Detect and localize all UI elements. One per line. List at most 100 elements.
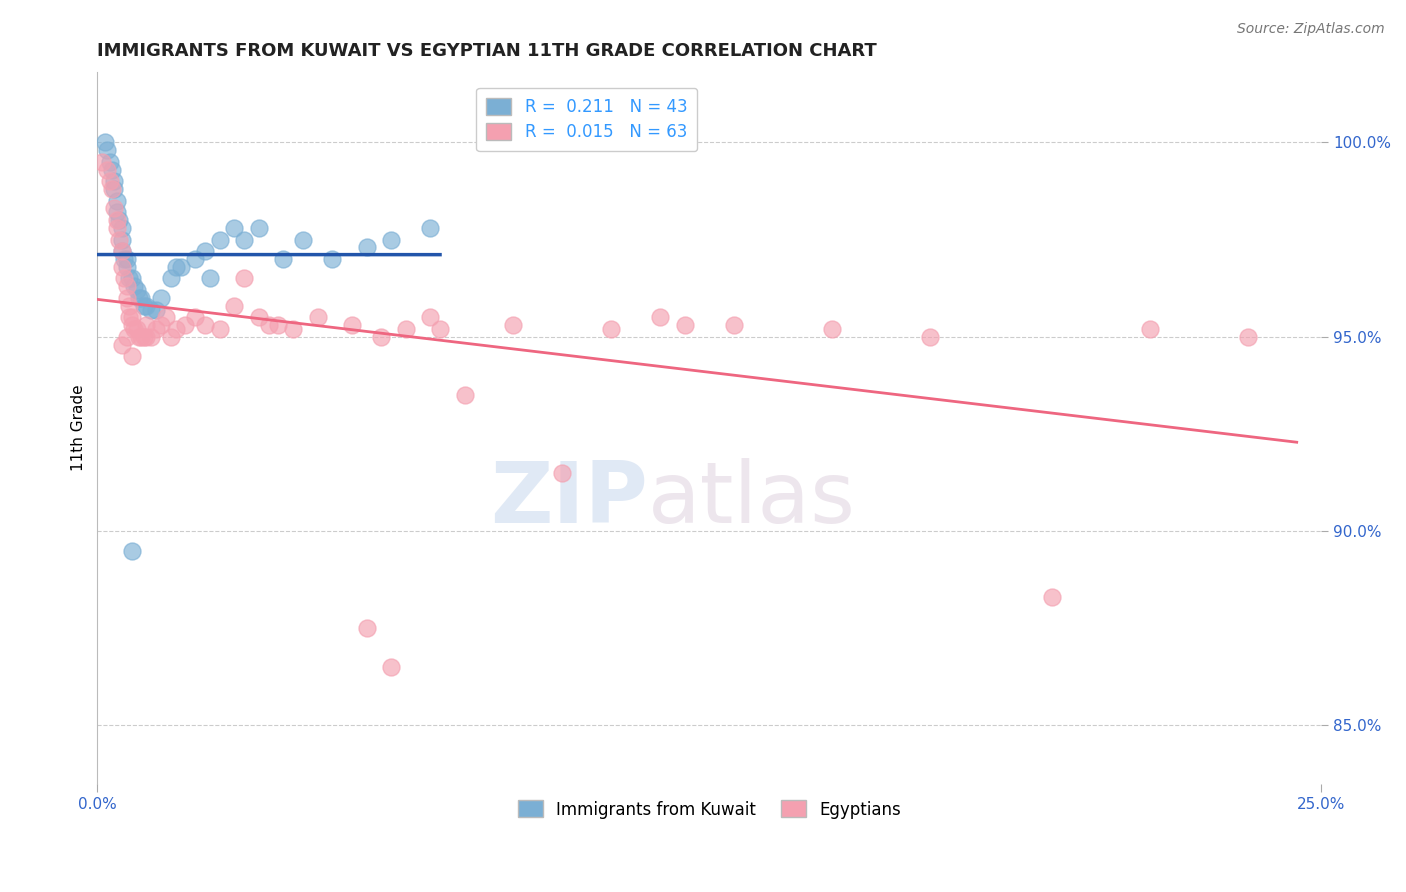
Point bbox=[267, 318, 290, 332]
Point bbox=[502, 318, 524, 332]
Point bbox=[224, 299, 246, 313]
Point bbox=[150, 318, 173, 332]
Point bbox=[101, 162, 124, 177]
Point bbox=[184, 252, 207, 266]
Point bbox=[145, 302, 167, 317]
Point bbox=[370, 330, 392, 344]
Point bbox=[208, 233, 231, 247]
Point bbox=[419, 220, 441, 235]
Point bbox=[105, 220, 128, 235]
Text: Source: ZipAtlas.com: Source: ZipAtlas.com bbox=[1237, 22, 1385, 37]
Point bbox=[111, 337, 134, 351]
Point bbox=[321, 252, 343, 266]
Point bbox=[1040, 590, 1063, 604]
Point bbox=[122, 322, 145, 336]
Point bbox=[155, 310, 177, 325]
Point bbox=[115, 260, 138, 274]
Point bbox=[101, 182, 124, 196]
Point bbox=[118, 310, 141, 325]
Point bbox=[96, 162, 118, 177]
Point bbox=[429, 322, 451, 336]
Point bbox=[115, 330, 138, 344]
Point bbox=[208, 322, 231, 336]
Point bbox=[128, 330, 150, 344]
Point bbox=[723, 318, 745, 332]
Point bbox=[174, 318, 197, 332]
Point bbox=[121, 271, 143, 285]
Point bbox=[291, 233, 314, 247]
Point bbox=[131, 330, 153, 344]
Point bbox=[184, 310, 207, 325]
Point bbox=[307, 310, 329, 325]
Point bbox=[395, 322, 418, 336]
Point bbox=[121, 543, 143, 558]
Text: atlas: atlas bbox=[648, 458, 856, 541]
Point bbox=[551, 466, 574, 480]
Point bbox=[150, 291, 173, 305]
Point bbox=[135, 299, 157, 313]
Point bbox=[165, 322, 187, 336]
Point bbox=[103, 182, 125, 196]
Point bbox=[91, 154, 114, 169]
Legend: Immigrants from Kuwait, Egyptians: Immigrants from Kuwait, Egyptians bbox=[510, 794, 908, 825]
Y-axis label: 11th Grade: 11th Grade bbox=[72, 384, 86, 471]
Point bbox=[111, 220, 134, 235]
Point bbox=[111, 244, 134, 259]
Point bbox=[118, 299, 141, 313]
Point bbox=[115, 252, 138, 266]
Point bbox=[380, 233, 402, 247]
Point bbox=[145, 322, 167, 336]
Point bbox=[257, 318, 280, 332]
Point bbox=[141, 302, 163, 317]
Point bbox=[419, 310, 441, 325]
Point bbox=[247, 310, 270, 325]
Point bbox=[380, 660, 402, 674]
Point bbox=[121, 349, 143, 363]
Point bbox=[224, 220, 246, 235]
Point bbox=[673, 318, 696, 332]
Point bbox=[121, 318, 143, 332]
Point bbox=[132, 299, 155, 313]
Point bbox=[1236, 330, 1258, 344]
Point bbox=[118, 271, 141, 285]
Point bbox=[821, 322, 844, 336]
Point bbox=[112, 271, 135, 285]
Point bbox=[98, 154, 121, 169]
Point bbox=[103, 174, 125, 188]
Point bbox=[247, 220, 270, 235]
Point bbox=[283, 322, 305, 336]
Point bbox=[135, 318, 157, 332]
Point bbox=[105, 213, 128, 227]
Point bbox=[141, 330, 163, 344]
Point bbox=[273, 252, 295, 266]
Point bbox=[108, 233, 131, 247]
Point bbox=[600, 322, 623, 336]
Point bbox=[453, 388, 475, 402]
Point bbox=[132, 330, 155, 344]
Point bbox=[115, 291, 138, 305]
Point bbox=[93, 136, 115, 150]
Point bbox=[650, 310, 672, 325]
Text: IMMIGRANTS FROM KUWAIT VS EGYPTIAN 11TH GRADE CORRELATION CHART: IMMIGRANTS FROM KUWAIT VS EGYPTIAN 11TH … bbox=[97, 42, 877, 60]
Point bbox=[128, 291, 150, 305]
Point bbox=[111, 233, 134, 247]
Point bbox=[1139, 322, 1161, 336]
Point bbox=[108, 213, 131, 227]
Text: ZIP: ZIP bbox=[491, 458, 648, 541]
Point bbox=[356, 621, 378, 635]
Point bbox=[125, 283, 148, 297]
Point bbox=[194, 318, 217, 332]
Point bbox=[103, 202, 125, 216]
Point bbox=[98, 174, 121, 188]
Point bbox=[165, 260, 187, 274]
Point bbox=[122, 279, 145, 293]
Point bbox=[233, 233, 256, 247]
Point bbox=[96, 143, 118, 157]
Point bbox=[131, 291, 153, 305]
Point bbox=[233, 271, 256, 285]
Point bbox=[105, 205, 128, 219]
Point bbox=[159, 271, 181, 285]
Point bbox=[121, 310, 143, 325]
Point bbox=[111, 244, 134, 259]
Point bbox=[159, 330, 181, 344]
